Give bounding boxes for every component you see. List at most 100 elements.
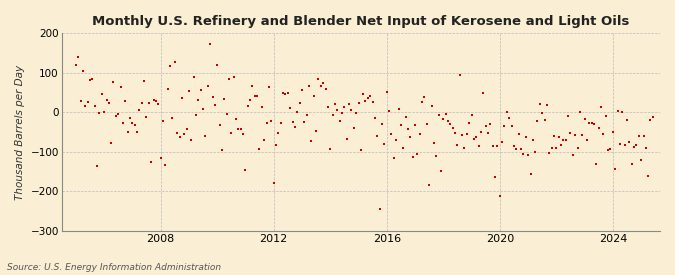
Point xyxy=(421,122,432,126)
Point xyxy=(132,130,142,134)
Point xyxy=(226,131,237,135)
Point xyxy=(120,99,131,103)
Point xyxy=(171,131,182,135)
Point xyxy=(351,111,362,115)
Point xyxy=(148,98,159,102)
Point xyxy=(424,183,435,187)
Point xyxy=(532,118,543,123)
Point xyxy=(231,117,242,121)
Point xyxy=(282,91,293,96)
Point xyxy=(386,132,397,136)
Point xyxy=(610,167,621,172)
Point xyxy=(94,111,105,116)
Point xyxy=(560,138,571,143)
Point xyxy=(184,89,194,94)
Point xyxy=(511,147,522,151)
Point xyxy=(332,108,343,113)
Point xyxy=(435,169,446,173)
Point xyxy=(315,83,326,88)
Point xyxy=(381,90,392,95)
Point xyxy=(125,116,136,120)
Point xyxy=(584,120,595,125)
Point xyxy=(364,94,375,98)
Point xyxy=(162,87,173,92)
Point xyxy=(318,81,329,86)
Point xyxy=(633,134,644,139)
Point xyxy=(221,112,232,116)
Point xyxy=(478,90,489,95)
Point xyxy=(242,103,253,108)
Point xyxy=(249,94,260,99)
Point xyxy=(108,79,119,84)
Point xyxy=(207,94,218,99)
Point xyxy=(313,77,324,81)
Point xyxy=(468,137,479,142)
Point xyxy=(462,132,472,136)
Point xyxy=(193,98,204,102)
Point xyxy=(450,131,460,135)
Point xyxy=(233,127,244,131)
Point xyxy=(266,119,277,123)
Point xyxy=(259,138,270,142)
Point xyxy=(497,139,508,144)
Point xyxy=(334,119,345,123)
Point xyxy=(448,125,458,130)
Point xyxy=(205,42,215,47)
Point xyxy=(158,119,169,123)
Point xyxy=(339,105,350,109)
Point xyxy=(271,143,281,147)
Point xyxy=(563,114,574,119)
Point xyxy=(643,174,653,178)
Point xyxy=(188,75,199,79)
Point xyxy=(546,146,557,151)
Point xyxy=(304,84,315,88)
Point xyxy=(87,77,98,82)
Point xyxy=(320,87,331,91)
Point xyxy=(617,110,628,114)
Point xyxy=(301,113,312,118)
Point xyxy=(551,146,562,150)
Point xyxy=(384,109,395,114)
Point xyxy=(181,126,192,131)
Point xyxy=(612,109,623,113)
Point xyxy=(82,100,93,104)
Point xyxy=(122,130,133,134)
Point xyxy=(647,114,658,119)
Point xyxy=(400,114,411,119)
Point xyxy=(470,134,481,139)
Point xyxy=(325,147,335,151)
Point xyxy=(327,113,338,117)
Point xyxy=(287,120,298,124)
Point xyxy=(165,64,176,68)
Point xyxy=(598,132,609,137)
Point xyxy=(572,145,583,150)
Point xyxy=(329,102,340,106)
Point xyxy=(179,132,190,136)
Point xyxy=(238,132,248,137)
Point xyxy=(244,98,255,103)
Point xyxy=(195,87,206,92)
Point xyxy=(416,100,427,104)
Point xyxy=(73,55,84,59)
Point xyxy=(308,94,319,98)
Point xyxy=(306,139,317,143)
Point xyxy=(254,147,265,151)
Point xyxy=(591,162,601,167)
Point xyxy=(139,79,150,83)
Point xyxy=(513,131,524,136)
Point xyxy=(433,113,444,117)
Point xyxy=(219,97,230,101)
Point xyxy=(412,152,423,156)
Point xyxy=(459,145,470,150)
Point xyxy=(537,111,547,116)
Point xyxy=(582,138,593,142)
Point xyxy=(419,95,430,100)
Point xyxy=(502,110,512,114)
Point xyxy=(292,109,302,114)
Point xyxy=(97,92,107,96)
Point xyxy=(407,155,418,159)
Point xyxy=(374,207,385,211)
Point xyxy=(273,131,284,135)
Point xyxy=(641,146,651,150)
Point xyxy=(75,98,86,103)
